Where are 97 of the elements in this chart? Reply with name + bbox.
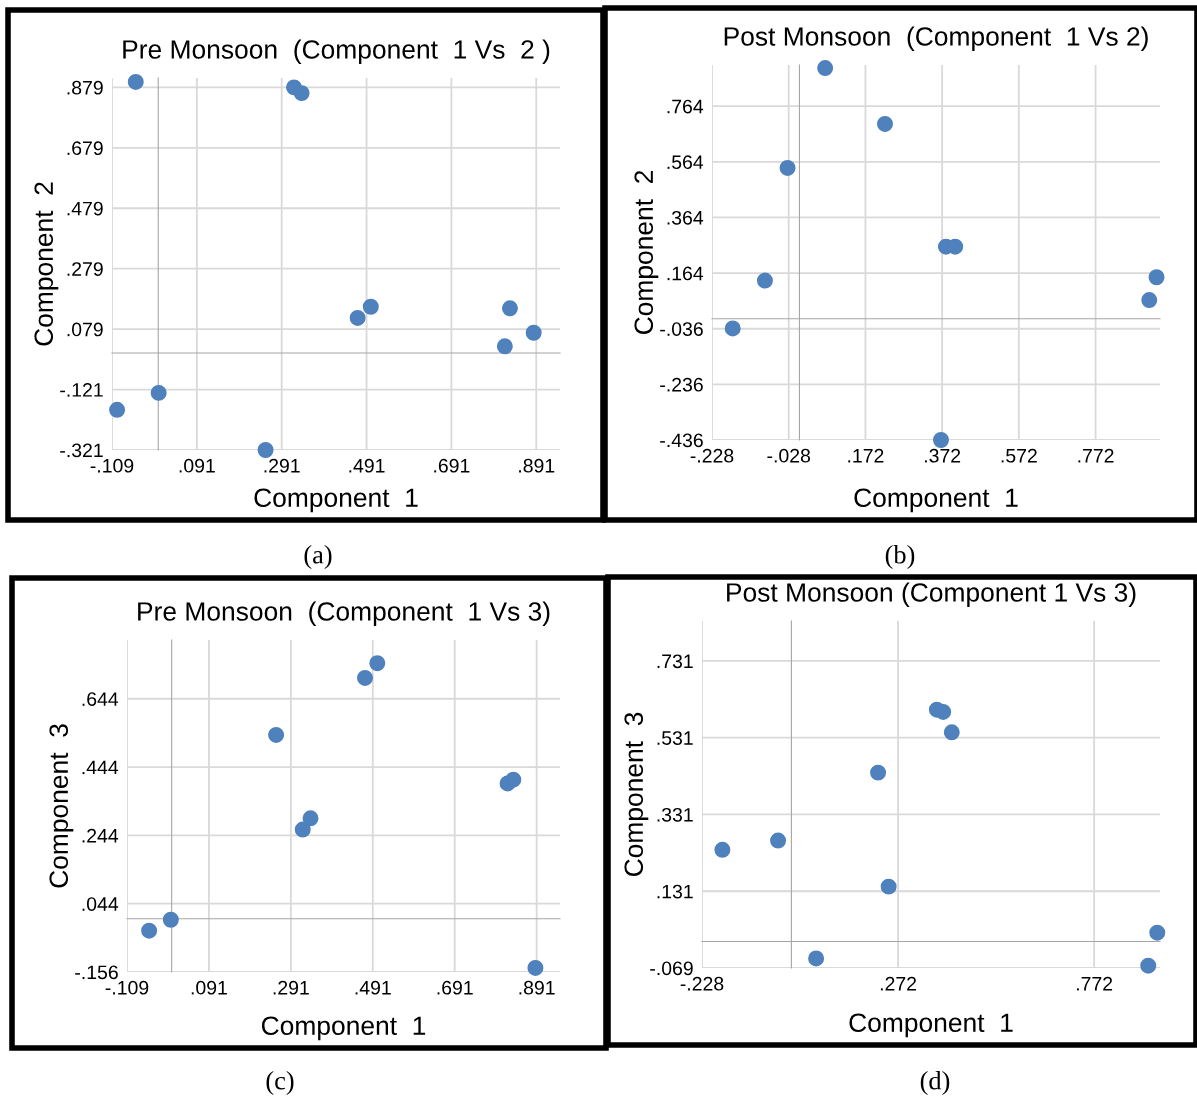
x-tick-label: -.028 <box>767 448 811 463</box>
chart-title: Pre Monsoon (Component 1 Vs 2 ) <box>123 39 550 65</box>
chart-title: Post Monsoon (Component 1 Vs 3) <box>727 582 1136 608</box>
y-axis-title: Component 3 <box>624 712 649 877</box>
y-tick-label: .244 <box>82 828 119 843</box>
point <box>779 159 796 176</box>
y-tick-label: .479 <box>67 201 103 216</box>
x-tick-label: .891 <box>519 980 555 995</box>
text: (b) <box>885 545 915 569</box>
point <box>141 922 158 939</box>
point <box>127 73 144 90</box>
y-tick-label: .079 <box>67 322 103 337</box>
y-tick-label: .131 <box>657 884 693 899</box>
x-tick-label: .091 <box>191 980 227 995</box>
x-axis-title: Component 1 <box>854 488 1018 513</box>
x-axis-title: Component 1 <box>254 488 418 513</box>
chart-title: Post Monsoon (Component 1 Vs 2) <box>724 26 1148 52</box>
x-tick-label: -.109 <box>105 980 149 995</box>
y-tick-label: .044 <box>82 897 119 911</box>
point <box>770 832 787 849</box>
point <box>1140 957 1157 974</box>
x-tick-label: .172 <box>848 448 884 463</box>
x-tick-label: .891 <box>519 458 555 473</box>
x-tick-label: .772 <box>1076 976 1113 991</box>
x-tick-label: .372 <box>924 448 961 463</box>
point <box>933 432 949 448</box>
text: (d) <box>920 1071 950 1095</box>
y-tick-label: .679 <box>67 141 103 156</box>
y-tick-label: .444 <box>82 760 119 775</box>
point <box>935 703 952 720</box>
x-tick-label: .091 <box>179 458 215 473</box>
x-tick-label: .291 <box>264 458 300 473</box>
point <box>268 726 285 743</box>
point <box>808 950 825 967</box>
point <box>505 771 522 788</box>
y-tick-label: -.236 <box>660 377 703 392</box>
x-tick-label: .772 <box>1078 448 1114 463</box>
point <box>349 309 366 326</box>
x-tick-label: -.228 <box>680 976 724 991</box>
x-tick-label: -.109 <box>90 458 134 473</box>
y-tick-label: .531 <box>657 731 693 745</box>
point <box>756 272 773 289</box>
point <box>1141 292 1158 309</box>
point <box>501 300 518 317</box>
point <box>257 442 274 458</box>
y-axis-title: Component 3 <box>49 724 74 888</box>
x-axis-title: Component 1 <box>849 1013 1013 1038</box>
point <box>943 724 960 741</box>
x-tick-label: .272 <box>880 976 917 991</box>
y-tick-label: .564 <box>667 155 704 170</box>
x-tick-label: .691 <box>437 980 473 995</box>
point <box>1148 269 1165 286</box>
point <box>150 384 167 401</box>
point <box>724 320 741 337</box>
x-tick-label: -.228 <box>690 448 734 463</box>
point <box>880 878 897 895</box>
y-tick-label: .731 <box>657 654 693 669</box>
point <box>714 841 731 858</box>
point <box>357 669 373 686</box>
point <box>496 338 513 355</box>
point <box>817 60 834 77</box>
point <box>1149 924 1166 941</box>
x-axis-title: Component 1 <box>261 1016 426 1041</box>
text: (a) <box>304 545 332 569</box>
x-tick-label: .572 <box>1001 448 1037 463</box>
point <box>294 821 311 838</box>
y-tick-label: -.436 <box>660 433 703 448</box>
point <box>527 959 544 976</box>
point <box>302 810 319 827</box>
chart-title: Pre Monsoon (Component 1 Vs 3) <box>138 601 550 627</box>
y-tick-label: -.069 <box>650 961 693 976</box>
y-tick-label: .764 <box>667 99 704 114</box>
x-tick-label: .691 <box>434 458 470 473</box>
x-tick-label: .491 <box>355 980 391 995</box>
point <box>293 85 310 102</box>
point <box>369 655 386 672</box>
y-tick-label: -.121 <box>60 383 103 397</box>
x-tick-label: .491 <box>349 458 385 473</box>
text: (c) <box>266 1071 294 1095</box>
x-tick-label: .291 <box>273 980 309 995</box>
y-tick-label: .644 <box>82 692 119 706</box>
y-tick-label: .279 <box>67 262 103 276</box>
y-tick-label: -.156 <box>75 965 118 980</box>
point <box>877 115 893 132</box>
y-tick-label: .879 <box>67 80 103 95</box>
point <box>362 298 379 315</box>
y-tick-label: .331 <box>657 807 693 822</box>
point <box>870 764 887 781</box>
y-axis-title: Component 2 <box>34 182 59 346</box>
y-tick-label: -.321 <box>60 443 103 458</box>
y-tick-label: .164 <box>667 266 704 281</box>
point <box>525 324 542 341</box>
y-axis-title: Component 2 <box>634 170 659 335</box>
point <box>162 911 179 928</box>
point <box>109 401 126 418</box>
y-tick-label: .364 <box>667 210 704 225</box>
y-tick-label: -.036 <box>660 322 703 336</box>
